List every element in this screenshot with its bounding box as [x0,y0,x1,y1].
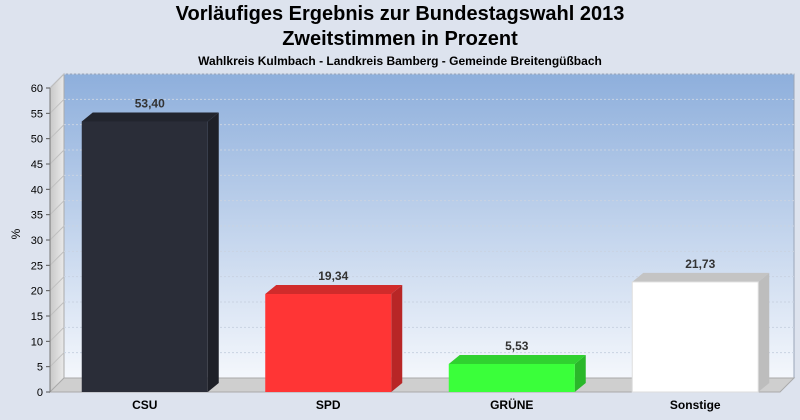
x-tick-label: GRÜNE [490,397,533,412]
gridline-wall [49,149,65,165]
bar-top [632,272,770,282]
x-tick-label: SPD [316,398,341,412]
bar [631,281,759,393]
y-tick-label: 50 [31,134,43,146]
bar [81,121,208,392]
y-tick-label: 5 [37,362,43,374]
bar-top [81,112,219,122]
y-tick-label: 15 [31,311,43,323]
bar-value-label: 19,34 [318,269,348,283]
bar [265,294,392,392]
y-tick-label: 10 [31,336,43,348]
gridline-wall [49,73,65,89]
y-tick-label: 40 [31,184,43,196]
y-tick-label: 45 [31,159,43,171]
chart-location: Wahlkreis Kulmbach - Landkreis Bamberg -… [198,54,602,68]
y-tick-label: 30 [31,235,43,247]
bar-side [207,112,219,392]
bar-value-label: 5,53 [505,339,529,353]
bar-top [448,354,586,364]
chart-subtitle: Zweitstimmen in Prozent [282,28,518,50]
gridline-wall [49,326,65,342]
gridline-wall [49,174,65,190]
bar-side [574,354,586,392]
y-tick-label: 35 [31,210,43,222]
gridline-wall [49,352,65,368]
gridline-wall [49,276,65,292]
bar-value-label: 53,40 [135,96,165,110]
x-tick-label: Sonstige [670,398,721,412]
gridline-wall [49,200,65,216]
bar-side [391,285,403,392]
bar-side [758,272,770,392]
gridline-wall [49,225,65,241]
y-tick-label: 0 [37,387,43,399]
bar [448,363,575,392]
y-tick-label: 60 [31,83,43,95]
bar-top [265,285,403,295]
gridline-wall [49,250,65,266]
bar-value-label: 21,73 [685,257,715,271]
gridline-wall [49,124,65,140]
x-tick-label: CSU [132,398,157,412]
y-axis-label: % [9,228,23,239]
y-tick-label: 25 [31,260,43,272]
y-tick-label: 55 [31,108,43,120]
gridline-wall [49,301,65,317]
chart-title: Vorläufiges Ergebnis zur Bundestagswahl … [175,3,625,25]
gridline-wall [49,98,65,114]
y-tick-label: 20 [31,286,43,298]
